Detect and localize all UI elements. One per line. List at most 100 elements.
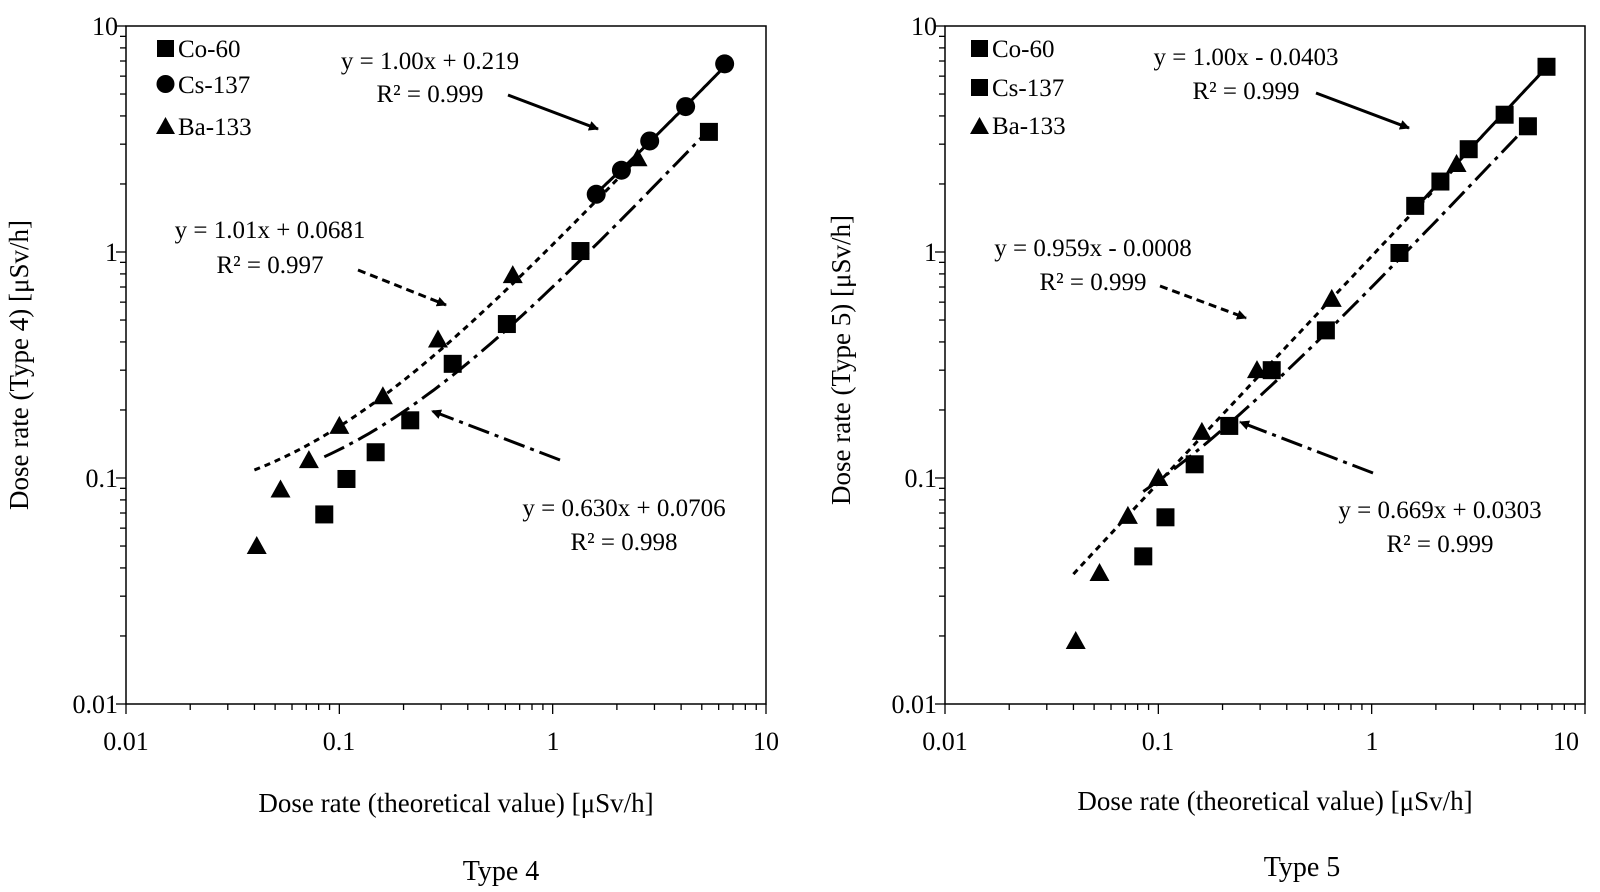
x-axis-title: Dose rate (theoretical value) [μSv/h] <box>258 788 653 818</box>
fit-r2: R² = 0.999 <box>1386 531 1493 558</box>
fit-equation: y = 0.630x + 0.0706 <box>522 495 725 522</box>
point-co60 <box>1518 117 1537 136</box>
point-co60 <box>1262 361 1281 380</box>
fit-r2: R² = 0.999 <box>376 81 483 108</box>
legend-label-co60: Co-60 <box>992 36 1055 63</box>
fit-r2: R² = 0.998 <box>570 529 677 556</box>
x-tick-0-1: 0.1 <box>323 727 356 756</box>
y-tick-0-01: 0.01 <box>892 690 938 719</box>
point-co60 <box>1390 243 1409 262</box>
annotation-arrow <box>357 268 447 307</box>
point-cs137 <box>1459 140 1478 159</box>
point-cs137 <box>1537 57 1556 76</box>
legend-label-cs137: Cs-137 <box>178 72 250 99</box>
point-ba133 <box>298 450 319 469</box>
point-co60 <box>366 443 385 462</box>
annotation-arrow <box>1239 420 1374 475</box>
x-tick-0-01: 0.01 <box>103 727 149 756</box>
fit-equation: y = 1.00x - 0.0403 <box>1154 44 1339 71</box>
point-ba133 <box>1321 288 1342 307</box>
point-cs137 <box>1495 105 1514 124</box>
plot-area-type-4 <box>125 25 767 705</box>
annotation-arrow <box>1315 91 1410 130</box>
legend-label-ba133: Ba-133 <box>992 113 1066 140</box>
point-ba133 <box>427 329 448 348</box>
x-tick-0-1: 0.1 <box>1142 727 1175 756</box>
legend-marker-cs137 <box>156 75 175 93</box>
annotation-arrow <box>431 409 561 462</box>
trendline-ba133 <box>253 153 643 472</box>
point-ba133 <box>1148 468 1169 486</box>
point-co60 <box>337 469 356 488</box>
point-cs137 <box>715 54 735 74</box>
point-co60 <box>571 242 590 261</box>
point-ba133 <box>1246 360 1267 379</box>
point-cs137 <box>586 184 606 204</box>
point-co60 <box>1316 321 1335 340</box>
figure-caption: Type 4 <box>463 856 540 887</box>
legend-marker-ba133 <box>970 117 989 134</box>
y-tick-10: 10 <box>92 12 118 41</box>
x-tick-1: 1 <box>547 727 560 756</box>
legend-label-ba133: Ba-133 <box>178 114 252 141</box>
figure-caption: Type 5 <box>1264 852 1341 883</box>
point-co60 <box>1185 455 1204 474</box>
fit-lines-type-4 <box>253 63 728 472</box>
y-tick-0-1: 0.1 <box>86 464 119 493</box>
plot-area-type-5 <box>944 25 1586 705</box>
fit-r2: R² = 0.999 <box>1192 78 1299 105</box>
point-ba133 <box>329 415 350 434</box>
annotation-arrow <box>1159 284 1247 320</box>
x-tick-10: 10 <box>753 727 779 756</box>
axis-ticks-type-5 <box>935 25 1586 714</box>
fit-r2: R² = 0.997 <box>216 252 323 279</box>
x-tick-10: 10 <box>1553 727 1579 756</box>
y-tick-10: 10 <box>911 12 937 41</box>
point-ba133 <box>270 479 291 498</box>
point-cs137 <box>640 131 660 151</box>
y-tick-0-01: 0.01 <box>73 690 119 719</box>
legend-marker-co60 <box>971 40 988 57</box>
y-axis-title: Dose rate (Type 5) [μSv/h] <box>826 215 856 505</box>
point-cs137 <box>1431 172 1450 191</box>
data-points-type-4 <box>246 54 735 555</box>
point-co60 <box>497 315 516 334</box>
legend-label-cs137: Cs-137 <box>992 75 1064 102</box>
legend-label-co60: Co-60 <box>178 36 241 63</box>
y-tick-0-1: 0.1 <box>905 464 938 493</box>
point-co60 <box>1220 416 1239 435</box>
point-ba133 <box>1065 631 1086 650</box>
fit-r2: R² = 0.999 <box>1039 269 1146 296</box>
x-tick-0-01: 0.01 <box>922 727 968 756</box>
chart-type-5: 10 1 0.1 0.01 0.01 0.1 1 10 Dose rate (t… <box>826 12 1586 883</box>
fit-equation: y = 1.00x + 0.219 <box>341 48 519 75</box>
point-co60 <box>699 122 718 141</box>
point-cs137 <box>611 160 631 180</box>
point-co60 <box>443 354 462 373</box>
x-tick-1: 1 <box>1366 727 1379 756</box>
fit-equation: y = 1.01x + 0.0681 <box>175 217 366 244</box>
point-ba133 <box>372 386 393 405</box>
point-ba133 <box>246 536 267 555</box>
fit-equation: y = 0.959x - 0.0008 <box>994 235 1191 262</box>
point-co60 <box>315 505 334 524</box>
point-co60 <box>401 411 420 430</box>
point-co60 <box>1134 547 1153 566</box>
point-ba133 <box>1117 505 1138 524</box>
point-ba133 <box>502 265 523 284</box>
point-ba133 <box>627 148 648 167</box>
fit-equation: y = 0.669x + 0.0303 <box>1338 497 1541 524</box>
trendline-co60 <box>323 128 710 459</box>
point-ba133 <box>1446 154 1467 173</box>
point-co60 <box>1156 508 1175 527</box>
x-axis-title: Dose rate (theoretical value) [μSv/h] <box>1077 786 1472 816</box>
annotation-arrow <box>507 93 599 131</box>
trendline-co60 <box>1142 124 1529 493</box>
chart-type-4: 10 1 0.1 0.01 0.01 0.1 1 10 Dose rate (t… <box>4 12 779 887</box>
point-ba133 <box>1089 562 1110 581</box>
point-ba133 <box>1191 421 1212 440</box>
point-cs137 <box>1406 196 1425 215</box>
axis-ticks-type-4 <box>116 25 767 714</box>
legend-marker-ba133 <box>156 117 175 134</box>
